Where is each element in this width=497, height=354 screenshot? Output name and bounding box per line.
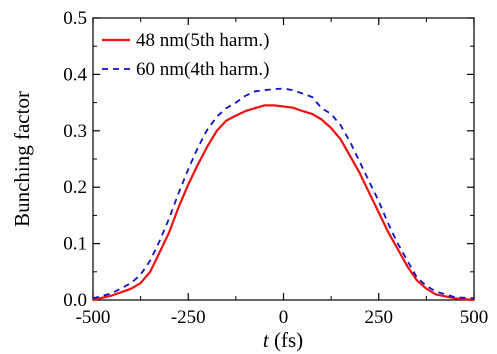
y-tick-label: 0.1 [63, 234, 87, 255]
x-tick-label: -250 [171, 307, 206, 328]
y-tick-label: 0.0 [63, 290, 87, 311]
x-axis-title-unit: (fs) [269, 328, 303, 352]
x-tick-label: 0 [279, 307, 289, 328]
y-tick-label: 0.4 [63, 64, 87, 85]
x-axis-title: t (fs) [263, 328, 303, 352]
series-line-1 [92, 104, 475, 302]
y-tick-label: 0.5 [63, 8, 87, 29]
y-axis-title: Bunching factor [10, 91, 34, 227]
y-tick-label: 0.2 [63, 177, 87, 198]
y-tick-label: 0.3 [63, 121, 87, 142]
x-tick-label: -500 [76, 307, 111, 328]
axis-ticks [92, 17, 475, 301]
axis-tick-labels: -500 -250 0 250 500 0.0 0.1 0.2 0.3 0.4 0.5 [63, 8, 488, 328]
series-lines [92, 87, 475, 302]
x-axis-title-variable: t [263, 328, 270, 352]
series-line-2 [92, 87, 475, 300]
legend-label-series-2: 60 nm(4th harm.) [136, 59, 270, 80]
legend-label-series-1: 48 nm(5th harm.) [136, 30, 270, 51]
legend: 48 nm(5th harm.) 60 nm(4th harm.) [102, 30, 270, 80]
x-tick-label: 250 [365, 307, 394, 328]
x-tick-label: 500 [460, 307, 489, 328]
